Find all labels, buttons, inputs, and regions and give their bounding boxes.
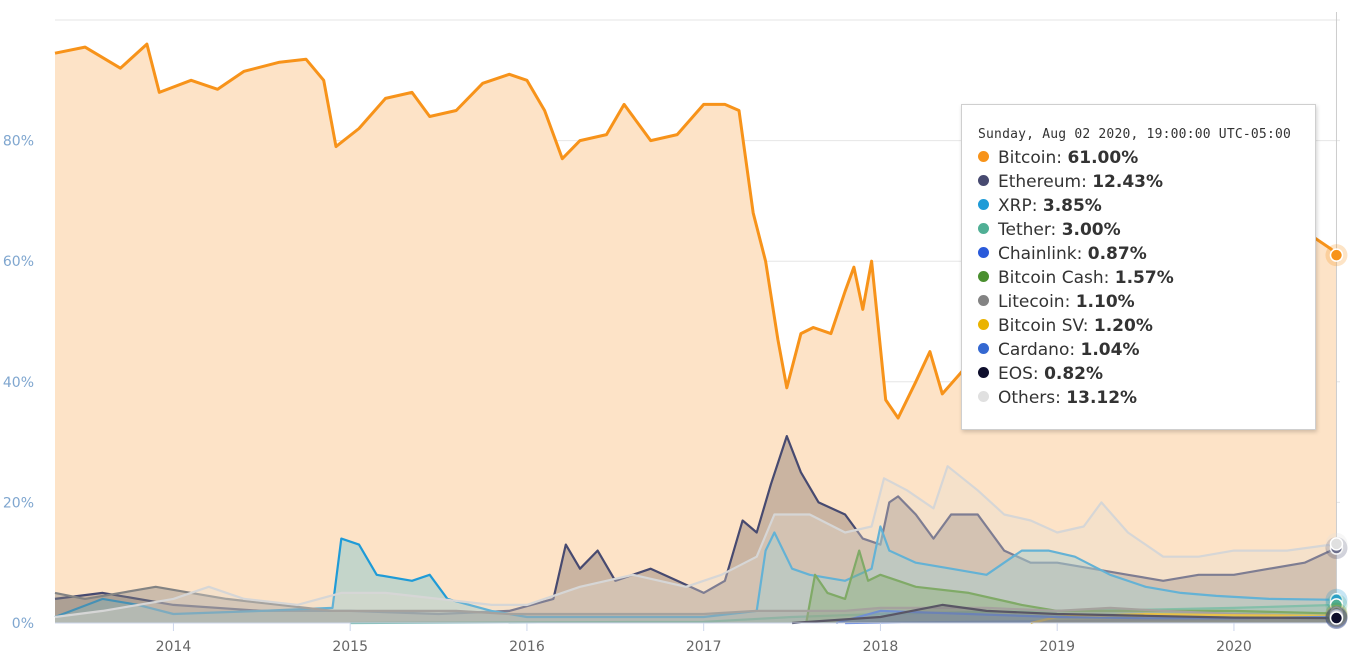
series-area-xrp <box>55 526 1337 623</box>
series-color-dot-icon <box>978 318 989 330</box>
x-tick-label: 2020 <box>1216 639 1252 655</box>
tooltip-series-name: Chainlink <box>998 244 1077 264</box>
tooltip-series-name: Bitcoin <box>998 148 1057 168</box>
y-tick-label: 20% <box>3 495 34 511</box>
x-tick-label: 2015 <box>332 639 368 655</box>
tooltip-row-litecoin: Litecoin: 1.10% <box>978 290 1315 314</box>
y-tick-label: 80% <box>3 134 34 150</box>
x-tick-label: 2018 <box>863 639 899 655</box>
tooltip-row-others: Others: 13.12% <box>978 386 1315 410</box>
tooltip-series-value: 12.43% <box>1092 172 1164 192</box>
tooltip-series-value: 1.10% <box>1075 292 1135 312</box>
tooltip-series-value: 3.85% <box>1042 196 1102 216</box>
tooltip-series-name: Bitcoin Cash <box>998 268 1104 288</box>
tooltip-series-name: Cardano <box>998 340 1070 360</box>
y-tick-label: 40% <box>3 375 34 391</box>
series-color-dot-icon <box>978 294 989 306</box>
tooltip-timestamp: Sunday, Aug 02 2020, 19:00:00 UTC-05:00 <box>978 127 1292 142</box>
series-area-bitcoin <box>55 44 1337 624</box>
tooltip-row-xrp: XRP: 3.85% <box>978 194 1315 218</box>
x-tick-label: 2016 <box>509 639 545 655</box>
series-area-others <box>55 466 1337 623</box>
series-line-bitcoin-cash <box>805 549 1337 624</box>
axis-layer: 0% 20% 40% 60% 80% 2014 2015 2016 2017 2018 2019 20… <box>3 12 1340 655</box>
marker-bitcoin <box>1329 248 1344 262</box>
series-line-bitcoin-sv <box>1030 612 1337 625</box>
x-tick-label: 2017 <box>686 639 722 655</box>
tooltip-series-name: Tether <box>998 220 1051 240</box>
tooltip-row-ethereum: Ethereum: 12.43% <box>978 170 1315 194</box>
marker-eos <box>1329 611 1344 625</box>
series-color-dot-icon <box>978 246 989 258</box>
series-area-eos <box>792 604 1337 623</box>
tooltip-series-value: 61.00% <box>1067 148 1139 168</box>
series-color-dot-icon <box>978 390 989 402</box>
tooltip-series-value: 1.20% <box>1093 316 1153 336</box>
tooltip-row-bitcoin: Bitcoin: 61.00% <box>978 146 1315 170</box>
tooltip-series-name: Ethereum <box>998 172 1082 192</box>
tooltip-series-name: Others <box>998 388 1056 408</box>
series-color-dot-icon <box>978 366 989 378</box>
series-color-dot-icon <box>978 198 989 210</box>
series-line-chainlink <box>845 616 1337 625</box>
tooltip-series-name: Litecoin <box>998 292 1065 312</box>
series-line-tether <box>350 603 1337 625</box>
tooltip-series-name: EOS <box>998 364 1033 384</box>
marker-others <box>1329 537 1344 551</box>
series-color-dot-icon <box>978 342 989 354</box>
tooltip-series-value: 3.00% <box>1061 220 1121 240</box>
tooltip-series-value: 13.12% <box>1066 388 1138 408</box>
tooltip-series-value: 1.57% <box>1114 268 1174 288</box>
x-tick-label: 2019 <box>1039 639 1075 655</box>
tooltip-row-cardano: Cardano: 1.04% <box>978 338 1315 362</box>
series-line-eos <box>792 603 1337 625</box>
tooltip-row-bitcoin-cash: Bitcoin Cash: 1.57% <box>978 266 1315 290</box>
tooltip-rows: Bitcoin: 61.00% Ethereum: 12.43% XRP: 3.85… <box>978 146 1315 410</box>
x-tick-label: 2014 <box>156 639 192 655</box>
tooltip-series-name: XRP <box>998 196 1032 216</box>
series-color-dot-icon <box>978 174 989 186</box>
tooltip-row-bitcoin-sv: Bitcoin SV: 1.20% <box>978 314 1315 338</box>
series-area-litecoin <box>55 586 1337 623</box>
tooltip-row-tether: Tether: 3.00% <box>978 218 1315 242</box>
y-tick-label: 0% <box>12 616 34 632</box>
marker-layer <box>1325 244 1348 630</box>
tooltip-row-chainlink: Chainlink: 0.87% <box>978 242 1315 266</box>
series-color-dot-icon <box>978 222 989 234</box>
tooltip-series-name: Bitcoin SV <box>998 316 1083 336</box>
series-layer <box>54 42 1338 625</box>
series-line-others <box>54 465 1337 619</box>
tooltip-series-value: 0.82% <box>1044 364 1104 384</box>
series-color-dot-icon <box>978 270 989 282</box>
tooltip: Sunday, Aug 02 2020, 19:00:00 UTC-05:00 … <box>961 104 1316 430</box>
tooltip-series-value: 1.04% <box>1080 340 1140 360</box>
series-color-dot-icon <box>978 150 989 162</box>
series-line-xrp <box>54 525 1337 619</box>
y-tick-label: 60% <box>3 254 34 270</box>
tooltip-row-eos: EOS: 0.82% <box>978 362 1315 386</box>
tooltip-series-value: 0.87% <box>1087 244 1147 264</box>
series-area-chainlink <box>845 617 1337 623</box>
